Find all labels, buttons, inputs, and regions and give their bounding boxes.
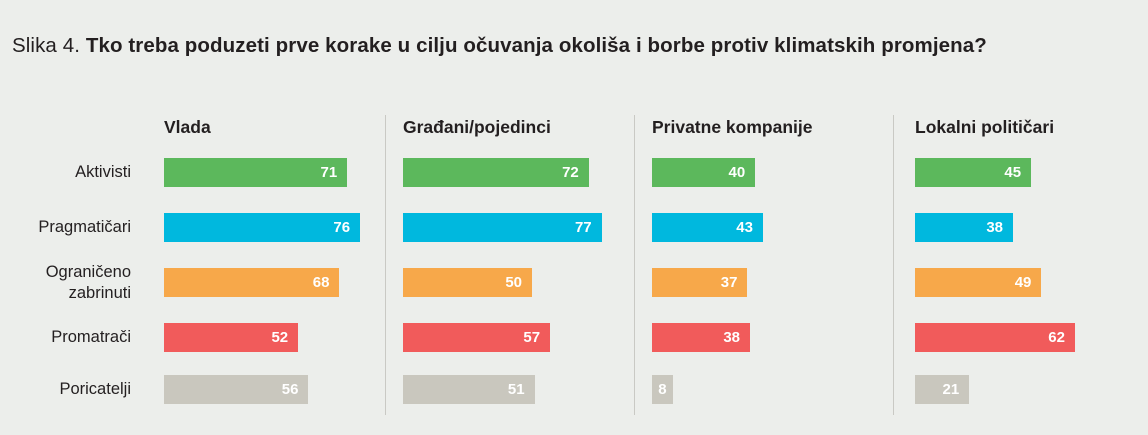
bar: 38: [915, 213, 1014, 242]
category-label-line: Poricatelji: [59, 380, 131, 398]
bar-value-label: 40: [728, 164, 746, 181]
bar-value-label: 57: [523, 329, 541, 346]
category-label-line: Pragmatičari: [38, 218, 131, 236]
category-label: Poricatelji: [0, 379, 131, 400]
panel-divider: [634, 115, 635, 415]
bar: 76: [164, 213, 361, 242]
bar-value-label: 72: [562, 164, 579, 181]
bar-value-label: 71: [320, 164, 338, 181]
bar: 51: [403, 375, 535, 404]
bar: 56: [164, 375, 309, 404]
bar-value-label: 37: [720, 274, 738, 291]
bar: 21: [915, 375, 970, 404]
figure-number: Slika 4.: [12, 34, 81, 57]
bar-value-label: 38: [986, 219, 1004, 236]
bar: 49: [915, 268, 1042, 297]
panel-title: Privatne kompanije: [652, 117, 813, 137]
bar-value-label: 38: [723, 329, 741, 346]
category-label-line: zabrinuti: [68, 283, 131, 302]
panel-title: Građani/pojedinci: [403, 117, 551, 137]
bar: 38: [652, 323, 751, 352]
bar-value-label: 56: [281, 381, 299, 398]
bar-value-label: 68: [312, 274, 330, 291]
bar: 77: [403, 213, 602, 242]
bar-value-label: 8: [658, 381, 667, 398]
panel-divider: [893, 115, 894, 415]
bar: 45: [915, 158, 1032, 187]
bar-value-label: 62: [1048, 329, 1065, 346]
bar-value-label: 76: [333, 219, 351, 236]
bar-value-label: 50: [505, 274, 522, 291]
bar-value-label: 45: [1004, 164, 1022, 181]
panel-divider: [385, 115, 386, 415]
category-label-line: Promatrači: [51, 328, 131, 346]
chart-title: Slika 4. Tko treba poduzeti prve korake …: [12, 34, 987, 58]
bar-value-label: 51: [507, 381, 525, 398]
bar: 68: [164, 268, 340, 297]
panel-title: Vlada: [164, 117, 211, 137]
chart-title-text: Tko treba poduzeti prve korake u cilju o…: [85, 34, 987, 57]
bar: 8: [652, 375, 673, 404]
bar-value-label: 43: [736, 219, 753, 236]
bar-value-label: 77: [574, 219, 592, 236]
category-label: Promatrači: [0, 327, 131, 348]
bar-value-label: 52: [271, 329, 289, 346]
bar: 50: [403, 268, 532, 297]
bar: 57: [403, 323, 551, 352]
bar: 72: [403, 158, 589, 187]
bar: 52: [164, 323, 299, 352]
panel-title: Lokalni političari: [915, 117, 1055, 137]
bar: 40: [652, 158, 756, 187]
bar: 71: [164, 158, 348, 187]
category-label-line: Ograničeno: [45, 262, 131, 281]
bar: 43: [652, 213, 763, 242]
category-label-line: Aktivisti: [75, 163, 131, 181]
bar-value-label: 49: [1014, 274, 1032, 291]
category-label: Aktivisti: [0, 162, 131, 183]
category-label: Ograničeno zabrinuti: [0, 262, 131, 304]
category-label: Pragmatičari: [0, 217, 131, 238]
bar: 37: [652, 268, 748, 297]
bar-value-label: 21: [942, 381, 960, 398]
bar: 62: [915, 323, 1075, 352]
